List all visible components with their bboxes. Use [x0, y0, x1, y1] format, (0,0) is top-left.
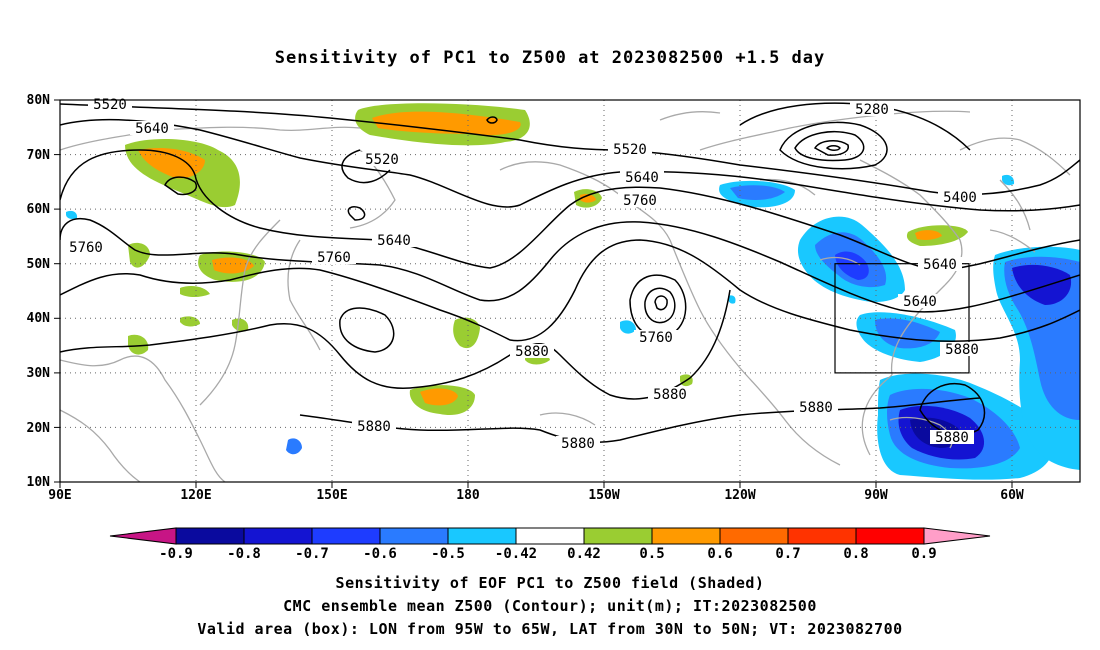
lon-label: 150E — [316, 488, 347, 503]
contour-label: 5880 — [357, 419, 391, 435]
contour-label: 5640 — [625, 170, 659, 186]
contour-label: 5640 — [377, 233, 411, 249]
positive-area-misc-4 — [180, 316, 200, 327]
lat-label: 80N — [27, 93, 51, 108]
colorbar-label: -0.42 — [495, 546, 537, 562]
positive-area-misc-7 — [232, 318, 249, 332]
negative-deep-atlantic — [1012, 264, 1072, 305]
contour-label: 5520 — [93, 97, 127, 113]
lat-label: 40N — [27, 311, 51, 326]
positive-core-hudson — [915, 230, 942, 240]
positive-core-china — [212, 257, 254, 274]
lat-label: 20N — [27, 421, 51, 436]
colorbar-min-triangle — [109, 527, 177, 545]
caption-contour: CMC ensemble mean Z500 (Contour); unit(m… — [283, 597, 817, 615]
latitude-labels: 80N 70N 60N 50N 40N 30N 20N 10N — [27, 93, 51, 490]
negative-core-canada — [730, 185, 785, 200]
lat-label: 30N — [27, 366, 51, 381]
colorbar-box — [651, 527, 721, 545]
contour-label: 5760 — [623, 193, 657, 209]
contour-label: 5400 — [943, 190, 977, 206]
lon-label: 180 — [456, 488, 480, 503]
contour-label: 5760 — [317, 250, 351, 266]
colorbar-label: 0.8 — [843, 546, 868, 562]
contour-label: 5880 — [561, 436, 595, 452]
colorbar-box — [855, 527, 925, 545]
caption-valid-area: Valid area (box): LON from 95W to 65W, L… — [197, 620, 903, 638]
lat-label: 60N — [27, 202, 51, 217]
colorbar-label: 0.6 — [707, 546, 732, 562]
negative-core-east-coast — [875, 318, 940, 349]
contour-label: 5640 — [903, 294, 937, 310]
caption-shaded: Sensitivity of EOF PC1 to Z500 field (Sh… — [335, 574, 765, 592]
lon-label: 150W — [588, 488, 619, 503]
lon-label: 120W — [724, 488, 755, 503]
negative-spot-5 — [728, 295, 736, 304]
colorbar-label: -0.8 — [227, 546, 261, 562]
lon-label: 90W — [864, 488, 888, 503]
colorbar-label: -0.5 — [431, 546, 465, 562]
positive-area-misc-3 — [128, 334, 149, 355]
positive-core-pacific-subtropic — [420, 388, 458, 406]
colorbar-box — [583, 527, 653, 545]
valid-area-box — [834, 263, 970, 374]
lon-label: 90E — [48, 488, 71, 503]
lon-label: 120E — [180, 488, 211, 503]
colorbar-box — [311, 527, 381, 545]
lat-label: 10N — [27, 475, 51, 490]
colorbar-box — [515, 527, 585, 545]
colorbar-box — [175, 527, 245, 545]
contour-labels: 5520 5640 5520 5640 5760 5760 5640 5520 … — [64, 97, 984, 452]
colorbar-max-triangle — [923, 527, 991, 545]
colorbar-box — [719, 527, 789, 545]
positive-core-north-pacific — [372, 111, 521, 136]
lat-label: 70N — [27, 148, 51, 163]
contour-label: 5880 — [945, 342, 979, 358]
colorbar-label: -0.9 — [159, 546, 193, 562]
sensitivity-shading — [66, 103, 1080, 480]
longitude-labels: 90E 120E 150E 180 150W 120W 90W 60W — [48, 488, 1024, 503]
negative-spot-4 — [1002, 174, 1015, 186]
positive-area-misc-2 — [180, 286, 210, 297]
contour-label: 5760 — [639, 330, 673, 346]
colorbar-box — [379, 527, 449, 545]
colorbar: -0.9 -0.8 -0.7 -0.6 -0.5 -0.42 0.42 0.5 0.6 0.7 0.… — [109, 527, 991, 562]
negative-spot-2 — [620, 320, 636, 334]
lon-label: 60W — [1000, 488, 1024, 503]
contour-label: 5880 — [935, 430, 969, 446]
contour-label: 5880 — [515, 344, 549, 360]
positive-area-dateline — [453, 317, 480, 349]
contour-label: 5640 — [135, 121, 169, 137]
contour-label: 5520 — [365, 152, 399, 168]
colorbar-label: 0.7 — [775, 546, 800, 562]
contour-label: 5280 — [855, 102, 889, 118]
negative-spot-3 — [66, 210, 78, 219]
contour-label: 5760 — [69, 240, 103, 256]
colorbar-box — [787, 527, 857, 545]
contour-label: 5880 — [799, 400, 833, 416]
colorbar-label: -0.6 — [363, 546, 397, 562]
contour-label: 5520 — [613, 142, 647, 158]
colorbar-box — [243, 527, 313, 545]
axis-ticks — [54, 99, 1013, 488]
colorbar-label: 0.42 — [567, 546, 601, 562]
plot-frame — [59, 99, 1081, 483]
contour-label: 5880 — [653, 387, 687, 403]
colorbar-label: 0.9 — [911, 546, 936, 562]
colorbar-label: 0.5 — [639, 546, 664, 562]
map-title: Sensitivity of PC1 to Z500 at 2023082500… — [274, 48, 826, 68]
lat-label: 50N — [27, 257, 51, 272]
contour-label: 5640 — [923, 257, 957, 273]
negative-spot-1 — [286, 438, 302, 455]
positive-core-siberia — [138, 148, 205, 179]
colorbar-box — [447, 527, 517, 545]
colorbar-label: -0.7 — [295, 546, 329, 562]
